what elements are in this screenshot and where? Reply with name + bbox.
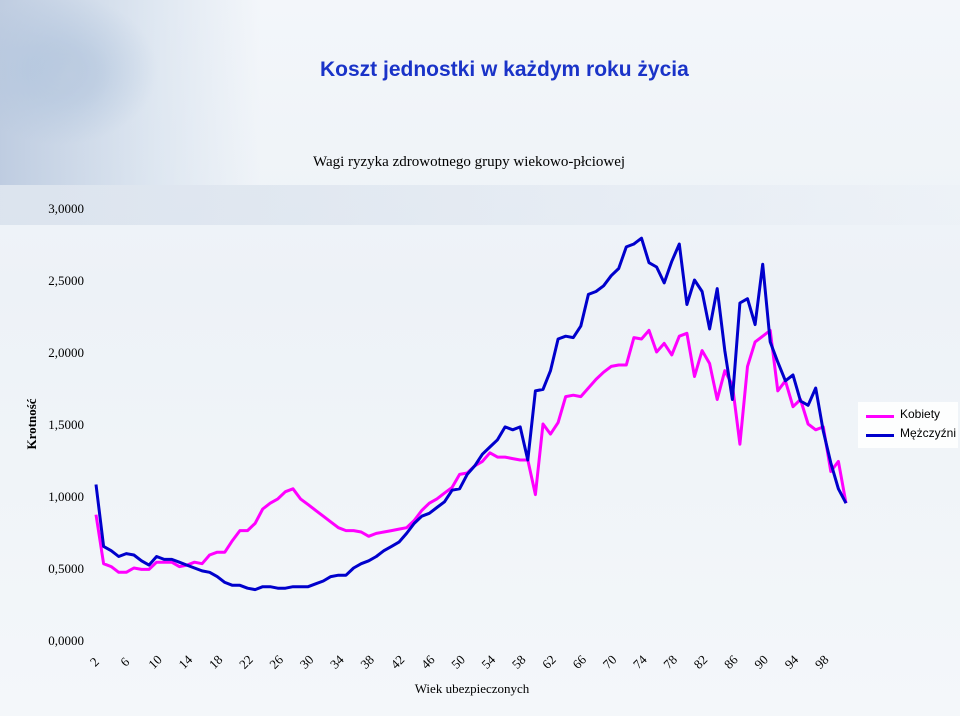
x-tick-label: 6	[117, 654, 133, 670]
y-tick-label: 1,5000	[48, 417, 84, 432]
legend-label-mezczyzni: Mężczyźni	[900, 426, 957, 440]
chart-title: Wagi ryzyka zdrowotnego grupy wiekowo-pł…	[313, 154, 626, 170]
x-axis-title: Wiek ubezpieczonych	[415, 681, 530, 696]
legend-label-kobiety: Kobiety	[900, 407, 941, 421]
legend-swatch-kobiety	[866, 415, 894, 418]
x-tick-label: 62	[539, 652, 559, 672]
background-photo	[0, 0, 260, 185]
x-tick-label: 50	[448, 652, 468, 672]
slide-title: Koszt jednostki w każdym roku życia	[320, 58, 689, 81]
x-tick-label: 30	[297, 652, 317, 672]
y-tick-label: 2,5000	[48, 273, 84, 288]
x-tick-label: 58	[509, 652, 529, 672]
y-axis-ticks: 0,0000 0,5000 1,0000 1,5000 2,0000 2,5000 3,00…	[48, 201, 84, 648]
x-tick-label: 22	[236, 652, 256, 672]
y-tick-label: 2,0000	[48, 345, 84, 360]
x-tick-label: 82	[691, 652, 711, 672]
x-tick-label: 14	[175, 652, 195, 672]
x-tick-label: 54	[478, 652, 498, 672]
x-tick-label: 46	[418, 652, 438, 672]
x-tick-label: 74	[630, 652, 650, 672]
y-tick-label: 3,0000	[48, 201, 84, 216]
x-tick-label: 34	[327, 652, 347, 672]
background-band	[0, 185, 960, 225]
x-tick-label: 10	[145, 652, 165, 672]
x-tick-label: 66	[569, 652, 589, 672]
series-line-mezczyzni	[94, 236, 848, 592]
x-tick-label: 78	[660, 652, 680, 672]
x-tick-label: 70	[600, 652, 620, 672]
y-tick-label: 0,5000	[48, 561, 84, 576]
legend-item-mezczyzni: Mężczyźni	[866, 425, 958, 445]
y-axis-title: Krotność	[24, 398, 39, 449]
x-tick-label: 26	[266, 652, 286, 672]
x-tick-label: 2	[87, 654, 102, 669]
x-tick-label: 86	[721, 652, 741, 672]
x-tick-label: 98	[812, 652, 832, 672]
x-tick-label: 94	[781, 652, 801, 672]
y-tick-label: 0,0000	[48, 633, 84, 648]
legend-swatch-mezczyzni	[866, 434, 894, 437]
x-axis-ticks: 2 6 10 14 18 22 26 30 34 38 42 46 50 54 58 62 66 70 74 78 82…	[87, 652, 832, 672]
x-tick-label: 42	[388, 652, 408, 672]
x-tick-label: 18	[206, 652, 226, 672]
chart-legend: Kobiety Mężczyźni	[858, 402, 958, 448]
legend-item-kobiety: Kobiety	[866, 406, 958, 426]
chart-lines	[94, 236, 848, 592]
y-tick-label: 1,0000	[48, 489, 84, 504]
x-tick-label: 38	[357, 652, 377, 672]
x-tick-label: 90	[751, 652, 771, 672]
